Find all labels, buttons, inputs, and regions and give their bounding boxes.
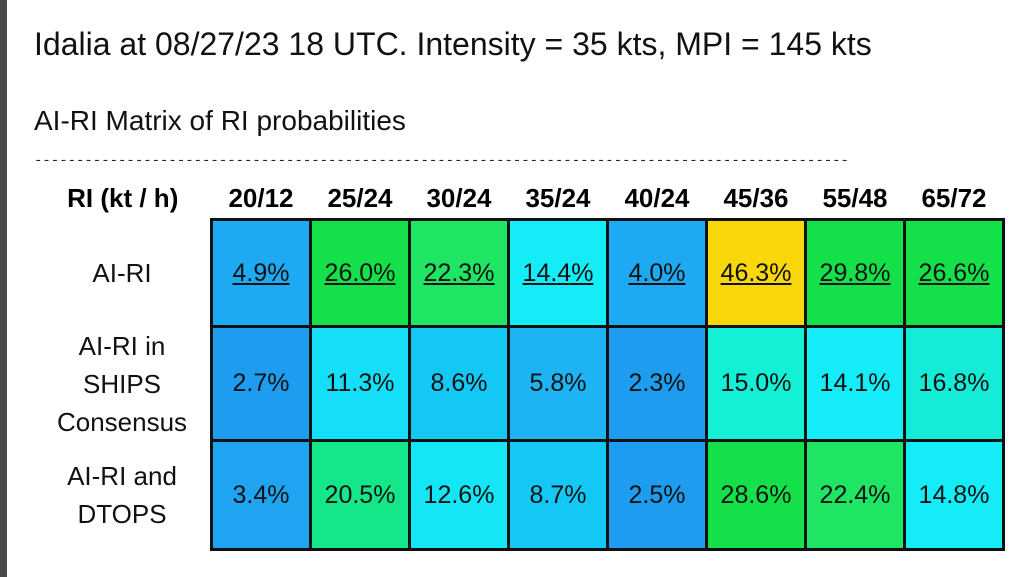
probability-cell: 12.6% (408, 439, 510, 551)
ri-threshold-header: RI (kt / h) (67, 183, 179, 214)
probability-cell: 46.3% (705, 218, 807, 328)
probability-link[interactable]: 14.4% (522, 258, 594, 287)
probability-cell: 22.4% (804, 439, 906, 551)
column-header-45-36: 45/36 (723, 182, 789, 213)
probability-cell: 20.5% (309, 439, 411, 551)
row-label-ai-ri-dtops: AI-RI and DTOPS (67, 461, 177, 529)
probability-cell: 26.6% (903, 218, 1005, 328)
row-label-ai-ri-ships-consensus: AI-RI in SHIPS Consensus (56, 330, 188, 437)
probability-cell: 11.3% (309, 325, 411, 442)
matrix-subtitle: AI-RI Matrix of RI probabilities (34, 105, 406, 136)
matrix-header-row: RI (kt / h) 20/12 25/24 30/24 35/24 40/2… (34, 178, 1004, 220)
probability-cell: 2.5% (606, 439, 708, 551)
probability-link[interactable]: 46.3% (720, 258, 792, 287)
probability-cell: 2.7% (210, 325, 312, 442)
probability-cell: 4.0% (606, 218, 708, 328)
probability-cell: 8.7% (507, 439, 609, 551)
probability-cell: 26.0% (309, 218, 411, 328)
column-header-35-24: 35/24 (525, 182, 591, 213)
probability-cell: 5.8% (507, 325, 609, 442)
probability-cell: 4.9% (210, 218, 312, 328)
column-header-20-12: 20/12 (228, 182, 294, 213)
probability-cell: 14.1% (804, 325, 906, 442)
matrix-row-ai-ri-ships-consensus: AI-RI in SHIPS Consensus 2.7% 11.3% 8.6% 5… (34, 325, 1005, 442)
probability-cell: 8.6% (408, 325, 510, 442)
dashed-divider: ----------------------------------------… (34, 153, 849, 169)
probability-cell: 14.4% (507, 218, 609, 328)
probability-cell: 2.3% (606, 325, 708, 442)
probability-link[interactable]: 4.9% (232, 258, 290, 287)
probability-link[interactable]: 26.0% (324, 258, 396, 287)
probability-link[interactable]: 22.3% (423, 258, 495, 287)
probability-link[interactable]: 29.8% (819, 258, 891, 287)
column-header-25-24: 25/24 (327, 182, 393, 213)
window-left-border (0, 0, 7, 577)
probability-cell: 16.8% (903, 325, 1005, 442)
column-header-40-24: 40/24 (624, 182, 690, 213)
probability-cell: 15.0% (705, 325, 807, 442)
probability-link[interactable]: 4.0% (628, 258, 686, 287)
column-header-65-72: 65/72 (921, 182, 987, 213)
probability-cell: 22.3% (408, 218, 510, 328)
matrix-row-ai-ri: AI-RI 4.9% 26.0% 22.3% 14.4% 4.0% 46.3% … (34, 218, 1005, 328)
column-header-30-24: 30/24 (426, 182, 492, 213)
probability-cell: 28.6% (705, 439, 807, 551)
page-title: Idalia at 08/27/23 18 UTC. Intensity = 3… (34, 26, 872, 62)
matrix-row-ai-ri-dtops: AI-RI and DTOPS 3.4% 20.5% 12.6% 8.7% 2.5… (34, 439, 1005, 551)
probability-link[interactable]: 26.6% (918, 258, 990, 287)
ri-probability-matrix: RI (kt / h) 20/12 25/24 30/24 35/24 40/2… (34, 178, 1005, 551)
row-label-ai-ri: AI-RI (92, 258, 152, 288)
column-header-55-48: 55/48 (822, 182, 888, 213)
probability-cell: 14.8% (903, 439, 1005, 551)
probability-cell: 3.4% (210, 439, 312, 551)
probability-cell: 29.8% (804, 218, 906, 328)
